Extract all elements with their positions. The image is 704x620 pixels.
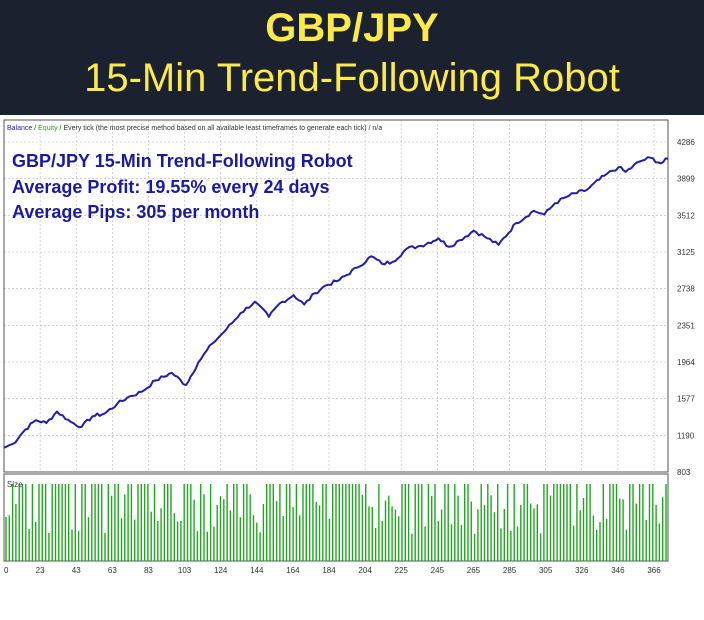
legend-sep: / (32, 125, 38, 132)
x-tick-label: 305 (539, 566, 553, 575)
x-tick-label: 124 (214, 566, 228, 575)
annotation-profit: Average Profit: 19.55% every 24 days (12, 177, 330, 197)
chart-header: Balance / Equity / Every tick (the most … (7, 125, 382, 132)
y-tick-label: 3125 (677, 248, 695, 257)
x-axis-ticks: 0 23 43 63 83 103 124 144 164 184 204 225 245 265 285 3… (4, 566, 661, 575)
equity-chart: 428638993512312527382351196415771190803 … (0, 115, 704, 595)
size-bars (5, 484, 667, 561)
annotation-title: GBP/JPY 15-Min Trend-Following Robot (12, 151, 353, 171)
x-tick-label: 326 (575, 566, 589, 575)
grid (4, 120, 668, 473)
y-tick-label: 803 (677, 468, 691, 477)
legend-method: / Every tick (the most precise method ba… (58, 125, 383, 132)
x-tick-label: 0 (4, 566, 9, 575)
y-tick-label: 3899 (677, 175, 695, 184)
x-tick-label: 225 (395, 566, 409, 575)
x-tick-label: 204 (358, 566, 372, 575)
y-tick-label: 1577 (677, 395, 695, 404)
x-tick-label: 63 (108, 566, 117, 575)
x-tick-label: 83 (144, 566, 153, 575)
x-tick-label: 366 (647, 566, 661, 575)
x-tick-label: 144 (250, 566, 264, 575)
banner-title: GBP/JPY (265, 6, 439, 50)
banner-subtitle: 15-Min Trend-Following Robot (84, 56, 620, 100)
x-tick-label: 164 (286, 566, 300, 575)
y-tick-label: 2351 (677, 321, 695, 330)
y-tick-label: 1190 (677, 431, 695, 440)
annotation-pips: Average Pips: 305 per month (12, 202, 259, 222)
y-tick-label: 4286 (677, 138, 695, 147)
legend-balance: Balance (7, 125, 32, 132)
y-tick-label: 3512 (677, 211, 695, 220)
main-panel-border (3, 119, 669, 473)
x-tick-label: 245 (431, 566, 445, 575)
x-tick-label: 23 (36, 566, 45, 575)
y-tick-label: 1964 (677, 358, 695, 367)
x-tick-label: 285 (503, 566, 517, 575)
x-tick-label: 103 (178, 566, 192, 575)
x-tick-label: 43 (72, 566, 81, 575)
x-tick-label: 184 (322, 566, 336, 575)
y-tick-label: 2738 (677, 285, 695, 294)
legend-equity: Equity (38, 125, 58, 132)
x-tick-label: 346 (611, 566, 625, 575)
x-tick-label: 265 (467, 566, 481, 575)
title-banner: GBP/JPY 15-Min Trend-Following Robot (0, 0, 704, 115)
size-panel-label: Size (7, 480, 23, 489)
y-axis-ticks: 4286 3899 3512 3125 2738 2351 1964 1577 1190 803 (677, 138, 695, 477)
balance-line (3, 156, 669, 449)
